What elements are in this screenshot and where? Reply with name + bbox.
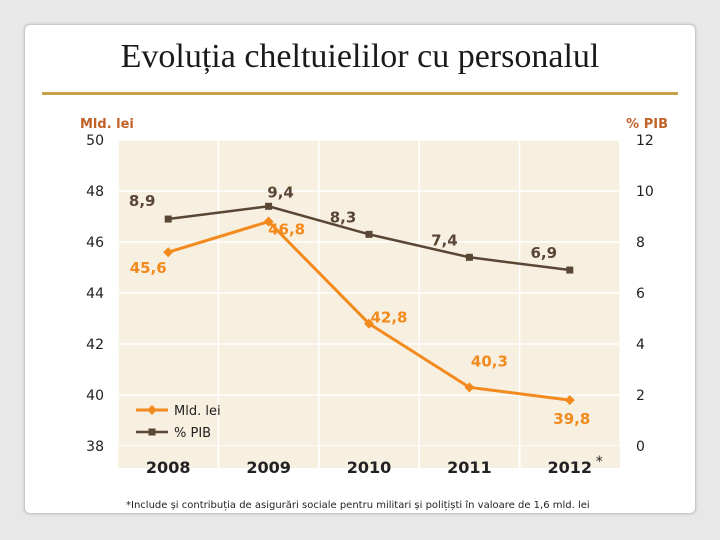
- y-left-tick-label: 44: [86, 286, 104, 302]
- data-label-mld-lei: 39,8: [553, 410, 590, 428]
- x-tick-label: 2012: [548, 458, 593, 477]
- category-band: [118, 446, 620, 468]
- data-point-mld-lei: [464, 382, 475, 393]
- y-right-tick-label: 8: [636, 235, 645, 251]
- data-point-pib: [365, 230, 373, 238]
- data-label-mld-lei: 42,8: [370, 309, 407, 327]
- title-rule: [42, 92, 678, 95]
- data-label-mld-lei: 45,6: [130, 259, 167, 277]
- y-axis-right-title: % PIB: [626, 117, 668, 132]
- data-point-mld-lei: [564, 395, 575, 406]
- data-label-mld-lei: 46,8: [268, 221, 305, 239]
- legend-label: Mld. lei: [174, 404, 221, 419]
- data-label-pib: 8,3: [330, 208, 357, 226]
- legend-marker-diamond: [147, 405, 157, 415]
- y-right-tick-label: 4: [636, 337, 645, 353]
- data-point-pib: [566, 266, 574, 274]
- y-axis-left-title: Mld. lei: [80, 117, 134, 132]
- x-tick-label: 2010: [347, 458, 392, 477]
- x-tick-label: 2011: [447, 458, 492, 477]
- legend-label: % PIB: [174, 426, 211, 441]
- x-tick-footnote-marker: *: [596, 454, 603, 470]
- data-point-pib: [465, 253, 473, 261]
- y-left-tick-label: 40: [86, 388, 104, 404]
- y-left-tick-label: 42: [86, 337, 104, 353]
- data-point-pib: [265, 202, 273, 210]
- data-point-mld-lei: [163, 247, 174, 258]
- slide-title: Evoluția cheltuielilor cu personalul: [120, 38, 600, 75]
- data-label-mld-lei: 40,3: [471, 352, 508, 370]
- y-right-tick-label: 12: [636, 133, 654, 149]
- legend: Mld. lei % PIB: [136, 404, 221, 441]
- y-right-tick-label: 6: [636, 286, 645, 302]
- x-tick-label: 2009: [246, 458, 291, 477]
- data-label-pib: 9,4: [267, 183, 294, 201]
- y-left-tick-label: 50: [86, 133, 104, 149]
- y-right-tick-label: 0: [636, 439, 645, 455]
- legend-marker-square: [148, 428, 156, 436]
- x-tick-label: 2008: [146, 458, 191, 477]
- y-left-tick-label: 48: [86, 184, 104, 200]
- y-right-tick-label: 2: [636, 388, 645, 404]
- data-label-pib: 6,9: [531, 244, 558, 262]
- footnote: *Include și contribuția de asigurări soc…: [126, 500, 590, 511]
- data-point-mld-lei: [364, 318, 374, 329]
- data-point-mld-lei: [263, 216, 274, 227]
- y-left-tick-label: 46: [86, 235, 104, 251]
- data-point-pib: [164, 215, 172, 223]
- y-left-tick-label: 38: [86, 439, 104, 455]
- data-label-pib: 8,9: [129, 192, 156, 210]
- y-right-tick-label: 10: [636, 184, 654, 200]
- data-label-pib: 7,4: [431, 231, 458, 249]
- series-group: 45,6 46,8 42,8 40,3 39,8 8,9 9,4 8,3 7,4 6,9: [129, 183, 590, 428]
